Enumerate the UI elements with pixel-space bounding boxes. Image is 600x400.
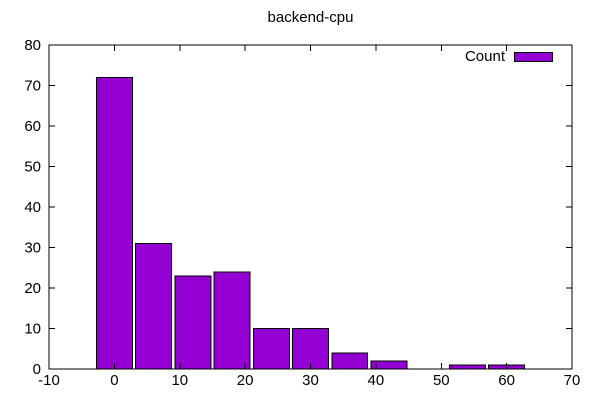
histogram-bar [252,328,290,370]
x-tick-label: 70 [564,372,581,389]
x-tick-label: 30 [302,372,319,389]
x-tick-label: 0 [110,372,118,389]
y-tick-label: 0 [33,361,41,378]
x-tick-label: 50 [433,372,450,389]
x-tick-label: 40 [368,372,385,389]
histogram-bar [292,328,329,370]
y-tick-label: 30 [24,240,41,257]
y-tick-label: 50 [24,159,41,176]
chart-title: backend-cpu [267,9,354,26]
legend: Count [465,49,553,65]
y-tick-label: 80 [24,37,41,54]
x-tick-label: 20 [237,372,254,389]
y-tick-label: 40 [24,199,41,216]
histogram-bar [174,275,212,370]
x-tick-label: 10 [171,372,188,389]
y-tick-label: 60 [24,118,41,135]
histogram-bar [331,352,369,370]
legend-swatch-icon [514,52,553,62]
x-tick-label: 60 [498,372,515,389]
y-tick-label: 10 [24,321,41,338]
legend-label: Count [464,48,505,65]
histogram-bar [213,271,251,370]
y-tick-label: 70 [24,78,41,95]
x-tick-label: -10 [38,372,60,389]
histogram-bar [448,364,486,370]
histogram-bar [135,242,173,370]
histogram-bar [95,76,133,370]
y-tick-label: 20 [24,280,41,297]
